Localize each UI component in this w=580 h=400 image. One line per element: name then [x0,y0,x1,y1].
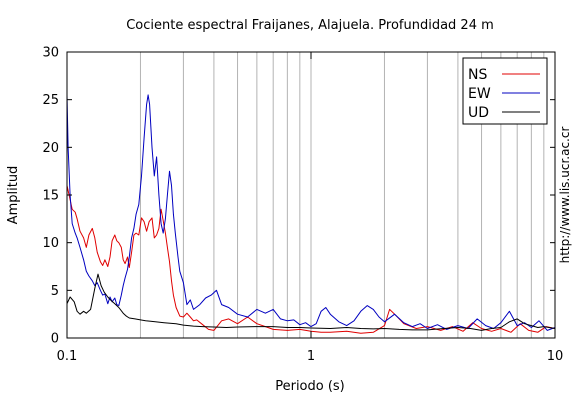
legend-label-ud: UD [468,105,489,121]
series-line-ns [66,185,556,334]
y-tick-label: 25 [42,93,59,108]
legend-label-ew: EW [468,86,491,102]
plot-frame [66,51,556,339]
y-tick-label: 5 [51,284,59,299]
y-tick-label: 10 [42,236,59,251]
series-line-ew [66,94,556,331]
legend-box [462,57,548,125]
series-lines [66,94,556,334]
y-tick-label: 30 [42,46,59,61]
watermark-url: http://www.lis.ucr.ac.cr [558,127,572,264]
series-line-ud [66,273,556,331]
gridlines [139,52,545,338]
x-axis-label: Periodo (s) [275,379,345,394]
y-tick-label: 20 [42,141,59,156]
y-tick-label: 15 [42,189,59,204]
x-tick-label: 0.1 [57,349,78,364]
x-tick-label: 1 [307,349,315,364]
axis-ticks: 0 5 10 15 20 25 30 0.1 1 10 [42,46,563,365]
y-axis-label: Amplitud [6,166,21,225]
x-tick-label: 10 [547,349,564,364]
y-tick-label: 0 [51,332,59,347]
chart-title: Cociente espectral Fraijanes, Alajuela. … [126,18,494,33]
legend: NS EW UD [462,57,548,125]
legend-label-ns: NS [468,67,487,83]
